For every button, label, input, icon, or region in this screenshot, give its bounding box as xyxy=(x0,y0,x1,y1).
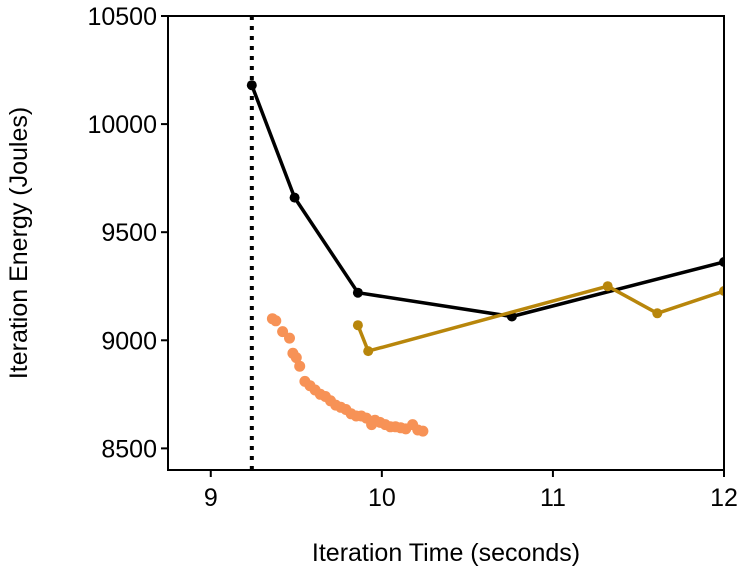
series-black xyxy=(246,80,724,322)
y-tick-label: 8500 xyxy=(101,435,157,463)
series-gold-point xyxy=(602,281,613,292)
x-axis-label: Iteration Time (seconds) xyxy=(312,539,580,567)
series-orange-point xyxy=(284,332,295,344)
series-orange-point xyxy=(294,360,306,372)
x-tick-label: 10 xyxy=(368,484,396,512)
x-tick-label: 12 xyxy=(710,484,738,512)
y-tick-label: 10500 xyxy=(87,3,157,31)
series-black-point xyxy=(289,192,300,203)
series-orange-point xyxy=(417,425,429,437)
y-axis-label: Iteration Energy (Joules) xyxy=(5,107,33,379)
series-gold xyxy=(352,281,724,357)
series-orange-point xyxy=(270,315,282,327)
y-tick-label: 10000 xyxy=(87,111,157,139)
plot-area xyxy=(246,16,724,470)
series-gold-point xyxy=(363,346,374,357)
series-orange-point xyxy=(277,326,289,338)
y-tick-label: 9500 xyxy=(101,219,157,247)
y-tick-label: 9000 xyxy=(101,327,157,355)
x-tick-label: 9 xyxy=(204,484,218,512)
series-black-point xyxy=(352,287,363,298)
series-orange-point xyxy=(290,352,302,364)
series-black-line xyxy=(250,84,724,319)
plot-frame xyxy=(167,15,725,471)
series-black-point xyxy=(719,257,724,267)
x-tick-label: 11 xyxy=(540,484,566,512)
series-black-point xyxy=(246,80,257,91)
series-gold-point xyxy=(719,286,724,296)
series-orange xyxy=(266,313,429,437)
series-gold-point xyxy=(352,320,363,331)
axis-ticks: 9 10 11 12 8500 9000 9500 10000 10500 xyxy=(87,3,737,512)
series-gold-point xyxy=(652,308,663,319)
series-gold-line xyxy=(356,284,724,353)
